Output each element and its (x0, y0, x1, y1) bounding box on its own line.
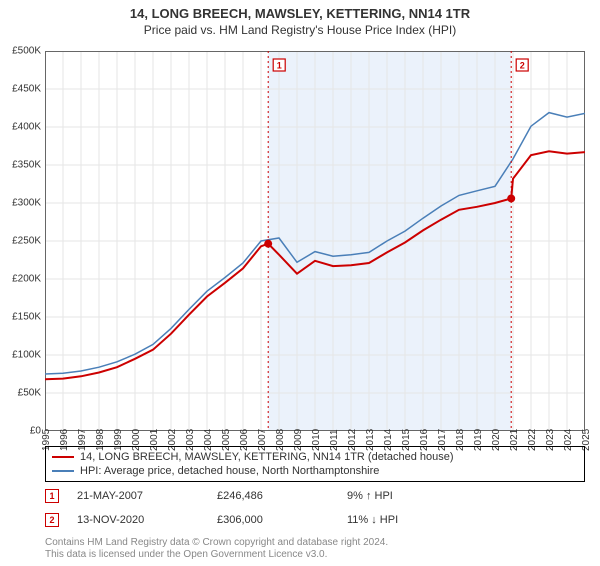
y-tick-label: £200K (12, 274, 41, 285)
y-tick-label: £350K (12, 160, 41, 171)
svg-text:1: 1 (277, 61, 282, 71)
y-tick-label: £250K (12, 236, 41, 247)
y-tick-label: £50K (18, 388, 41, 399)
svg-text:2: 2 (520, 61, 525, 71)
y-tick-label: £400K (12, 122, 41, 133)
y-tick-label: £150K (12, 312, 41, 323)
y-tick-label: £450K (12, 84, 41, 95)
legend-item-property: 14, LONG BREECH, MAWSLEY, KETTERING, NN1… (52, 450, 578, 464)
y-tick-label: £500K (12, 46, 41, 57)
legend-swatch-property (52, 456, 74, 458)
chart-title: 14, LONG BREECH, MAWSLEY, KETTERING, NN1… (0, 6, 600, 21)
sale-price-1: £246,486 (217, 490, 347, 502)
footer-attribution: Contains HM Land Registry data © Crown c… (45, 537, 585, 561)
legend-swatch-hpi (52, 470, 74, 472)
chart-figure: 14, LONG BREECH, MAWSLEY, KETTERING, NN1… (0, 6, 600, 566)
sale-date-1: 21-MAY-2007 (77, 490, 217, 502)
chart-plot-area: 12 £0£50K£100K£150K£200K£250K£300K£350K£… (45, 51, 585, 431)
chart-svg: 12 (45, 51, 585, 431)
sale-diff-1: 9% ↑ HPI (347, 490, 393, 502)
sale-marker-1: 1 (45, 489, 59, 503)
footer-line-1: Contains HM Land Registry data © Crown c… (45, 537, 585, 549)
y-tick-label: £300K (12, 198, 41, 209)
sale-date-2: 13-NOV-2020 (77, 514, 217, 526)
legend-item-hpi: HPI: Average price, detached house, Nort… (52, 464, 578, 478)
sale-price-2: £306,000 (217, 514, 347, 526)
legend-label-property: 14, LONG BREECH, MAWSLEY, KETTERING, NN1… (80, 450, 454, 464)
footer-line-2: This data is licensed under the Open Gov… (45, 549, 585, 561)
y-tick-label: £100K (12, 350, 41, 361)
y-tick-label: £0 (30, 426, 41, 437)
sale-row-1: 1 21-MAY-2007 £246,486 9% ↑ HPI (45, 489, 585, 503)
legend-label-hpi: HPI: Average price, detached house, Nort… (80, 464, 379, 478)
sale-row-2: 2 13-NOV-2020 £306,000 11% ↓ HPI (45, 513, 585, 527)
sale-diff-2: 11% ↓ HPI (347, 514, 398, 526)
legend: 14, LONG BREECH, MAWSLEY, KETTERING, NN1… (45, 446, 585, 482)
sale-marker-2: 2 (45, 513, 59, 527)
chart-subtitle: Price paid vs. HM Land Registry's House … (0, 23, 600, 37)
